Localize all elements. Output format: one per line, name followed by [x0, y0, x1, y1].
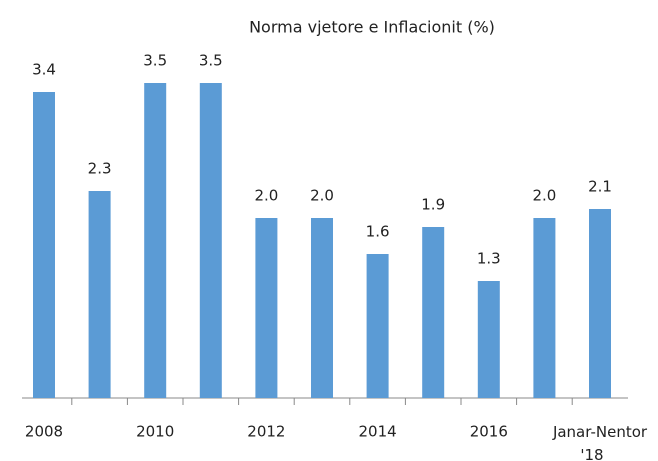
x-tick-label: 2014: [359, 423, 397, 441]
bar: [144, 83, 167, 398]
data-label: 2.0: [532, 187, 556, 205]
x-tick-label: 2012: [247, 423, 285, 441]
bar: [311, 218, 333, 398]
data-label: 2.3: [88, 160, 112, 178]
bar: [88, 191, 111, 398]
bar: [199, 83, 222, 398]
x-tick-label: 2010: [136, 423, 174, 441]
x-tick-label: 2008: [25, 423, 63, 441]
data-label: 2.1: [588, 178, 612, 196]
data-label: 1.9: [421, 196, 445, 214]
x-tick-label: Janar-Nentor '18: [552, 423, 648, 461]
bar: [533, 218, 556, 398]
chart-title: Norma vjetore e Inflacionit (%): [249, 18, 495, 37]
bar: [477, 281, 500, 398]
bar: [255, 218, 278, 398]
data-label: 2.0: [254, 187, 278, 205]
bar: [589, 209, 611, 398]
bar: [422, 227, 445, 398]
bar: [366, 254, 389, 398]
data-label: 2.0: [310, 187, 334, 205]
data-label: 1.3: [477, 250, 501, 268]
data-label: 3.4: [32, 61, 56, 79]
x-tick-label: 2016: [470, 423, 508, 441]
bar: [33, 92, 55, 398]
data-label: 3.5: [143, 52, 167, 70]
data-label: 3.5: [199, 52, 223, 70]
data-label: 1.6: [366, 223, 390, 241]
